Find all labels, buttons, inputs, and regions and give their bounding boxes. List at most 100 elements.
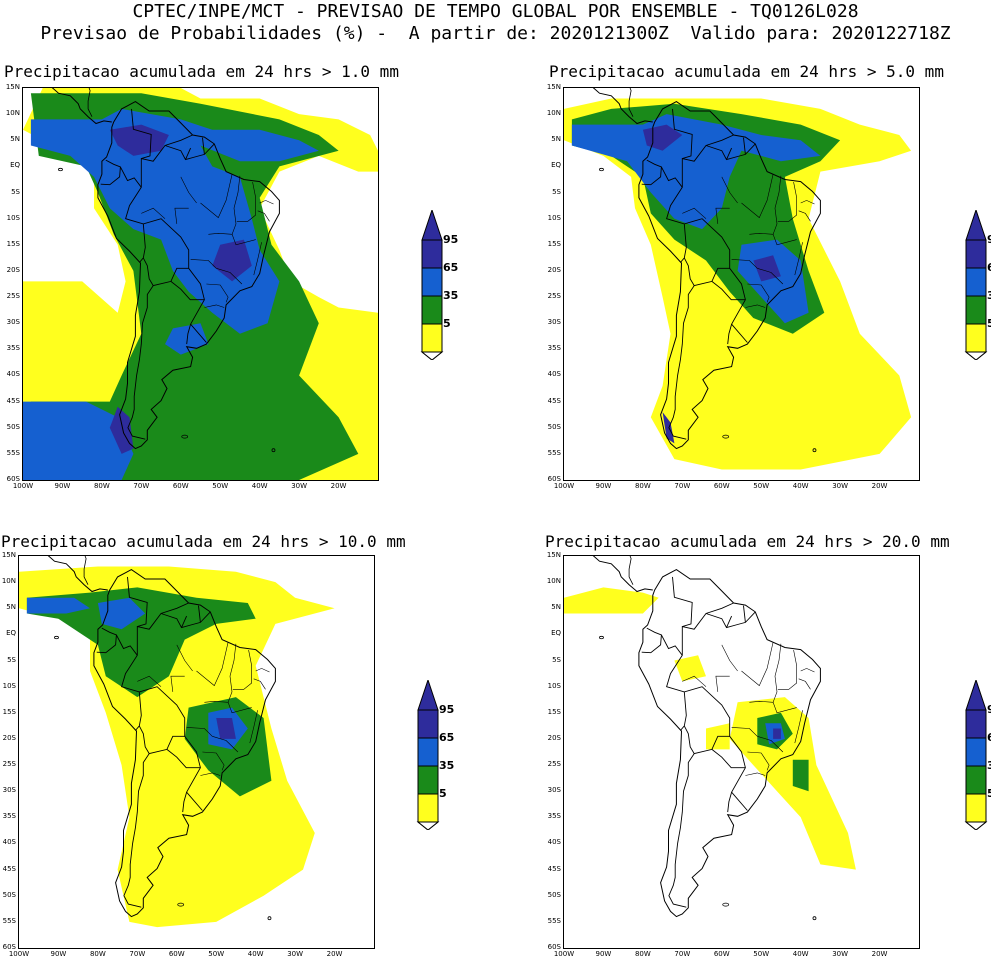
prob-95-brazil: [773, 728, 781, 739]
map-svg: [19, 556, 335, 928]
prob-65-south: [23, 401, 134, 480]
country-border: [743, 605, 746, 623]
country-border: [96, 627, 117, 654]
lon-label: 70W: [674, 482, 691, 490]
state-border: [749, 232, 797, 246]
legend-bar: [964, 210, 988, 360]
south-georgia-island: [267, 916, 272, 921]
legend-arrow-bottom-tip: [964, 821, 988, 830]
state-border: [682, 207, 707, 219]
lat-label: 55S: [2, 916, 16, 925]
legend-arrow-top: [965, 680, 987, 711]
state-border: [170, 675, 185, 692]
state-border: [249, 710, 258, 744]
legend-arrow-bottom-tip: [964, 351, 988, 360]
state-border: [731, 727, 758, 737]
lat-label: 10N: [5, 109, 20, 118]
panel-2-title: Precipitacao acumulada em 24 hrs > 5.0 m…: [549, 62, 944, 81]
lat-label: 10S: [547, 213, 561, 222]
state-border: [772, 643, 782, 703]
lat-label: 25S: [547, 292, 561, 301]
state-border: [200, 174, 233, 219]
galapagos-islands: [599, 635, 604, 640]
lat-label: 15S: [547, 707, 561, 716]
state-border: [190, 259, 217, 269]
coastline: [93, 569, 276, 918]
lat-label: 5N: [10, 135, 20, 144]
legend-label: 65: [443, 261, 459, 274]
lat-label: 35S: [547, 344, 561, 353]
state-border: [255, 668, 270, 673]
legend-label: 65: [987, 731, 991, 744]
country-border: [666, 602, 748, 811]
lat-label: 60S: [547, 475, 561, 483]
lat-label: 5N: [551, 603, 561, 612]
subtitle: Previsao de Probabilidades (%) - A parti…: [40, 23, 951, 44]
lat-label: 5N: [6, 603, 16, 612]
state-border: [747, 751, 770, 771]
state-border: [176, 644, 193, 672]
country-border: [641, 159, 662, 186]
lat-label: 15N: [1, 551, 16, 559]
falklands-islands: [177, 902, 185, 907]
lon-label: 90W: [595, 950, 612, 958]
lon-label: 60W: [172, 482, 189, 490]
state-border: [682, 675, 707, 687]
falklands-islands: [722, 434, 730, 439]
state-border: [180, 176, 197, 204]
country-border: [672, 576, 693, 628]
lat-label: 25S: [547, 760, 561, 769]
country-border: [164, 143, 215, 161]
country-border: [683, 257, 730, 287]
lat-label: 10S: [2, 681, 16, 690]
legend-swatch: [965, 737, 987, 767]
central-america-coast-2: [83, 556, 89, 585]
lon-label: 20W: [326, 950, 343, 958]
legend-swatch: [421, 295, 443, 325]
country-border: [743, 137, 746, 155]
state-border: [777, 650, 797, 690]
country-border: [120, 166, 142, 188]
country-border: [181, 615, 188, 628]
galapagos-islands: [54, 635, 59, 640]
country-border: [202, 137, 205, 155]
country-border: [661, 166, 683, 188]
lat-label: 60S: [547, 943, 561, 951]
country-border: [705, 611, 756, 629]
state-border: [216, 268, 243, 285]
lon-label: 30W: [832, 482, 849, 490]
lon-label: 70W: [133, 482, 150, 490]
country-border: [116, 634, 138, 656]
legend-label: 95: [987, 233, 991, 246]
lat-label: 15N: [5, 83, 20, 91]
state-border: [794, 242, 803, 276]
lat-label: 50S: [547, 422, 561, 431]
country-border: [100, 159, 121, 186]
color-legend-3: 95 65 35 5: [414, 680, 464, 830]
country-border: [672, 108, 693, 160]
lat-label: 10N: [1, 577, 16, 586]
country-border: [186, 324, 192, 345]
lat-label: 55S: [547, 916, 561, 925]
country-border: [170, 281, 205, 301]
state-border: [174, 207, 189, 224]
country-border: [138, 725, 185, 755]
country-border: [666, 134, 748, 343]
country-border: [705, 143, 756, 161]
south-georgia-island: [812, 916, 817, 921]
central-america-coast-2: [628, 556, 634, 585]
lat-label: 30S: [6, 318, 20, 327]
lat-label: 5S: [552, 655, 561, 664]
country-border: [182, 792, 188, 813]
central-america-coast: [51, 88, 112, 125]
lon-label: 100W: [12, 482, 34, 490]
country-border: [727, 324, 733, 345]
lat-label: 50S: [2, 890, 16, 899]
state-border: [721, 176, 738, 204]
country-border: [726, 147, 733, 160]
lat-label: 15S: [547, 239, 561, 248]
color-legend-4: 95 65 35 5: [962, 680, 991, 830]
lat-label: 60S: [2, 943, 16, 951]
lon-label: 60W: [168, 950, 185, 958]
state-border: [772, 175, 782, 235]
